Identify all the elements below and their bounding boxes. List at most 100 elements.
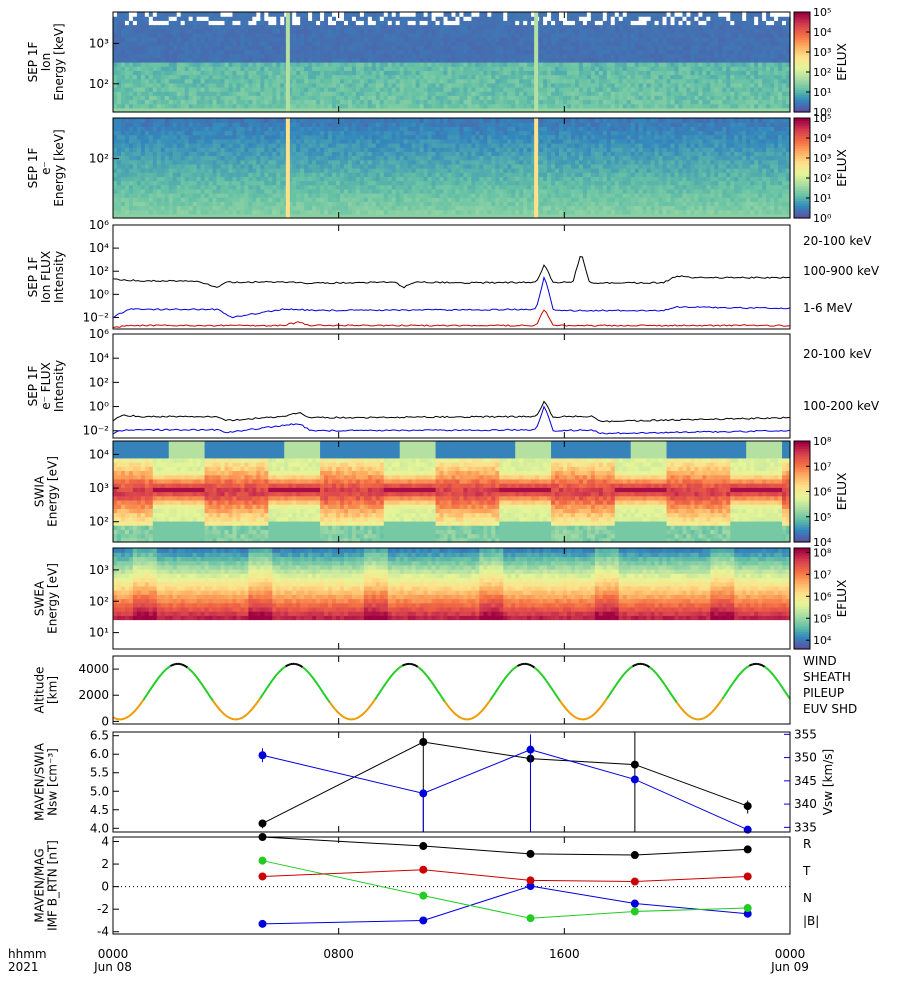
spectrogram-cell (774, 45, 779, 50)
spectrogram-cell (121, 79, 126, 84)
spectrogram-cell (256, 100, 261, 105)
spectrogram-cell (189, 206, 194, 211)
spectrogram-cell (137, 41, 142, 46)
spectrogram-cell (209, 189, 214, 194)
spectrogram-cell (177, 41, 182, 46)
spectrogram-cell (682, 25, 687, 30)
spectrogram-cell (507, 66, 512, 71)
spectrogram-cell (149, 160, 154, 165)
spectrogram-cell (686, 100, 691, 105)
spectrogram-cell (272, 104, 277, 109)
spectrogram-cell (623, 12, 628, 17)
spectrogram-cell (181, 164, 186, 169)
spectrogram-cell (165, 176, 170, 181)
spectrogram-cell (392, 50, 397, 55)
spectrogram-cell (615, 62, 620, 67)
spectrogram-cell (408, 100, 413, 105)
spectrogram-cell (448, 25, 453, 30)
spectrogram-cell (607, 79, 612, 84)
spectrogram-cell (244, 156, 249, 161)
spectrogram-cell (276, 33, 281, 38)
spectrogram-cell (193, 201, 198, 206)
spectrogram-cell (221, 50, 226, 55)
spectrogram-cell (555, 33, 560, 38)
spectrogram-cell (133, 66, 138, 71)
spectrogram-cell (205, 185, 210, 190)
spectrogram-cell (444, 70, 449, 75)
spectrogram-cell (678, 95, 683, 100)
spectrogram-cell (157, 197, 162, 202)
spectrogram-cell (663, 75, 668, 80)
spectrogram-cell (475, 33, 480, 38)
spectrogram-cell (189, 75, 194, 80)
spectrogram-cell (340, 29, 345, 34)
spectrogram-cell (149, 193, 154, 198)
spectrogram-cell (240, 66, 245, 71)
spectrogram-cell (412, 104, 417, 109)
spectrogram-cell (511, 91, 516, 96)
spectrogram-cell (595, 45, 600, 50)
spectrogram-cell (563, 87, 568, 92)
spectrogram-cell (420, 104, 425, 109)
spectrogram-cell (157, 118, 162, 123)
spectrogram-cell (523, 66, 528, 71)
spectrogram-cell (292, 62, 297, 67)
spectrogram-cell (455, 45, 460, 50)
spectrogram-cell (149, 50, 154, 55)
spectrogram-cell (746, 83, 751, 88)
spectrogram-cell (185, 181, 190, 186)
spectrogram-cell (228, 143, 233, 148)
spectrogram-cell (232, 201, 237, 206)
spectrogram-cell (503, 70, 508, 75)
spectrogram-cell (364, 87, 369, 92)
spectrogram-cell (734, 29, 739, 34)
spectrogram-cell (376, 29, 381, 34)
spectrogram-cell (236, 156, 241, 161)
spectrogram-cell (153, 151, 158, 156)
spectrogram-cell (726, 70, 731, 75)
spectrogram-cell (408, 87, 413, 92)
spectrogram-cell (396, 54, 401, 59)
spectrogram-cell (575, 20, 580, 25)
spectrogram-cell (686, 37, 691, 42)
spectrogram-cell (710, 16, 715, 21)
spectrogram-cell (141, 50, 146, 55)
spectrogram-cell (428, 12, 433, 17)
spectrogram-cell (129, 172, 134, 177)
spectrogram-cell (742, 25, 747, 30)
spectrogram-cell (615, 16, 620, 21)
spectrogram-cell (448, 100, 453, 105)
spectrogram-cell (177, 95, 182, 100)
spectrogram-cell (157, 87, 162, 92)
spectrogram-cell (133, 37, 138, 42)
spectrogram-cell (129, 210, 134, 215)
spectrogram-cell (444, 37, 449, 42)
spectrogram-cell (300, 79, 305, 84)
spectrogram-cell (197, 20, 202, 25)
spectrogram-cell (575, 70, 580, 75)
spectrogram-cell (432, 54, 437, 59)
spectrogram-cell (280, 41, 285, 46)
spectrogram-cell (750, 87, 755, 92)
spectrogram-cell (256, 62, 261, 67)
spectrogram-cell (189, 197, 194, 202)
spectrogram-cell (555, 87, 560, 92)
spectrogram-cell (376, 12, 381, 17)
spectrogram-cell (240, 193, 245, 198)
spectrogram-cell (125, 135, 130, 140)
spectrogram-cell (734, 12, 739, 17)
spectrogram-cell (312, 12, 317, 17)
spectrogram-cell (252, 54, 257, 59)
spectrogram-cell (742, 70, 747, 75)
spectrogram-cell (591, 75, 596, 80)
spectrogram-cell (193, 126, 198, 131)
spectrogram-cell (193, 83, 198, 88)
spectrogram-cell (519, 50, 524, 55)
spectrogram-cell (205, 206, 210, 211)
spectrogram-cell (161, 147, 166, 152)
spectrogram-cell (368, 100, 373, 105)
spectrogram-cell (643, 62, 648, 67)
spectrogram-cell (591, 12, 596, 17)
spectrogram-cell (280, 50, 285, 55)
spectrogram-cell (690, 70, 695, 75)
